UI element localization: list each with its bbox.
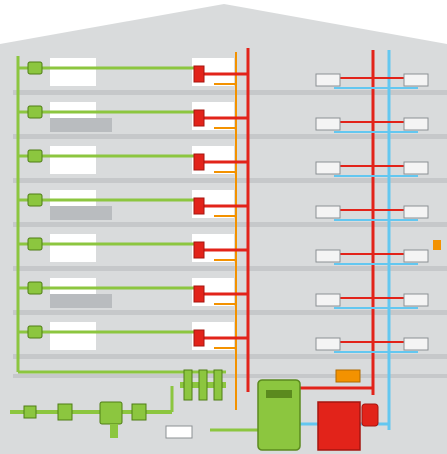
floor-radiators bbox=[315, 249, 429, 265]
valve-icon bbox=[198, 369, 208, 401]
valve-icon bbox=[183, 369, 193, 401]
radiator-icon bbox=[315, 117, 341, 131]
radiator-icon bbox=[315, 249, 341, 263]
drain-icon bbox=[110, 424, 118, 438]
basement-slab bbox=[13, 374, 447, 378]
radiator-icon bbox=[315, 205, 341, 219]
floor-radiators bbox=[315, 161, 429, 177]
radiator-icon bbox=[403, 205, 429, 219]
mixing-valve-icon bbox=[193, 285, 205, 303]
water-risers bbox=[16, 48, 250, 372]
floor-slab bbox=[13, 266, 447, 271]
main-inlet-assembly bbox=[23, 401, 193, 439]
meter-valve-icon bbox=[27, 193, 43, 207]
floor-water-branch bbox=[18, 281, 248, 305]
floor-radiators bbox=[315, 205, 429, 221]
floor-radiators bbox=[315, 73, 429, 89]
expansion-vessel-icon bbox=[361, 403, 379, 427]
floor-water-branch bbox=[18, 325, 248, 349]
wall-thermostat-icon bbox=[433, 240, 441, 250]
radiator-icon bbox=[403, 249, 429, 263]
floor-slab bbox=[13, 90, 447, 95]
radiator-icon bbox=[403, 337, 429, 351]
floor-water-branch bbox=[18, 105, 248, 129]
sink-icon bbox=[165, 425, 193, 439]
floor-water-branch bbox=[18, 149, 248, 173]
floor-water-branch bbox=[18, 61, 248, 85]
backflow-preventer-icon bbox=[131, 403, 147, 421]
window bbox=[50, 146, 96, 174]
meter-valve-icon bbox=[27, 325, 43, 339]
radiator-icon bbox=[315, 293, 341, 307]
meter-valve-icon bbox=[27, 105, 43, 119]
mixing-valve-icon bbox=[193, 241, 205, 259]
heating-risers bbox=[371, 50, 391, 430]
radiator-icon bbox=[403, 161, 429, 175]
window bbox=[50, 234, 96, 262]
floor-water-branch bbox=[18, 193, 248, 217]
mixing-valve-icon bbox=[193, 197, 205, 215]
radiator-floors bbox=[315, 73, 429, 353]
mixing-valve-icon bbox=[193, 109, 205, 127]
filter-icon bbox=[57, 403, 73, 421]
mixing-valve-icon bbox=[193, 153, 205, 171]
meter-valve-icon bbox=[27, 237, 43, 251]
radiator-icon bbox=[315, 337, 341, 351]
distribution-valves bbox=[183, 369, 223, 401]
boiler-group bbox=[257, 379, 301, 451]
floor-radiators bbox=[315, 117, 429, 133]
radiator-icon bbox=[315, 73, 341, 87]
pressure-reducer-icon bbox=[23, 405, 37, 419]
meter-valve-icon bbox=[99, 401, 123, 425]
floor-slab bbox=[13, 134, 447, 139]
kitchen-counter bbox=[50, 294, 112, 308]
floor-radiators bbox=[315, 293, 429, 309]
water-floors bbox=[18, 61, 248, 349]
meter-valve-icon bbox=[27, 281, 43, 295]
kitchen-counter bbox=[50, 206, 112, 220]
burner-group bbox=[317, 369, 379, 451]
kitchen-counter bbox=[50, 118, 112, 132]
mixing-valve-icon bbox=[193, 329, 205, 347]
floor-radiators bbox=[315, 337, 429, 353]
control-box-icon bbox=[335, 369, 361, 383]
radiator-icon bbox=[403, 117, 429, 131]
floor-slabs bbox=[13, 90, 447, 378]
window bbox=[50, 58, 96, 86]
floor-water-branch bbox=[18, 237, 248, 261]
meter-valve-icon bbox=[27, 61, 43, 75]
floor-slab bbox=[13, 222, 447, 227]
floor-slab bbox=[13, 310, 447, 315]
burner-icon bbox=[317, 401, 361, 451]
floor-slab bbox=[13, 354, 447, 359]
radiator-icon bbox=[403, 293, 429, 307]
radiator-icon bbox=[403, 73, 429, 87]
floor-slab bbox=[13, 178, 447, 183]
radiator-icon bbox=[315, 161, 341, 175]
window bbox=[50, 322, 96, 350]
valve-icon bbox=[213, 369, 223, 401]
kitchen-counters bbox=[50, 118, 112, 308]
boiler-panel bbox=[266, 390, 292, 398]
meter-valve-icon bbox=[27, 149, 43, 163]
mixing-valve-icon bbox=[193, 65, 205, 83]
